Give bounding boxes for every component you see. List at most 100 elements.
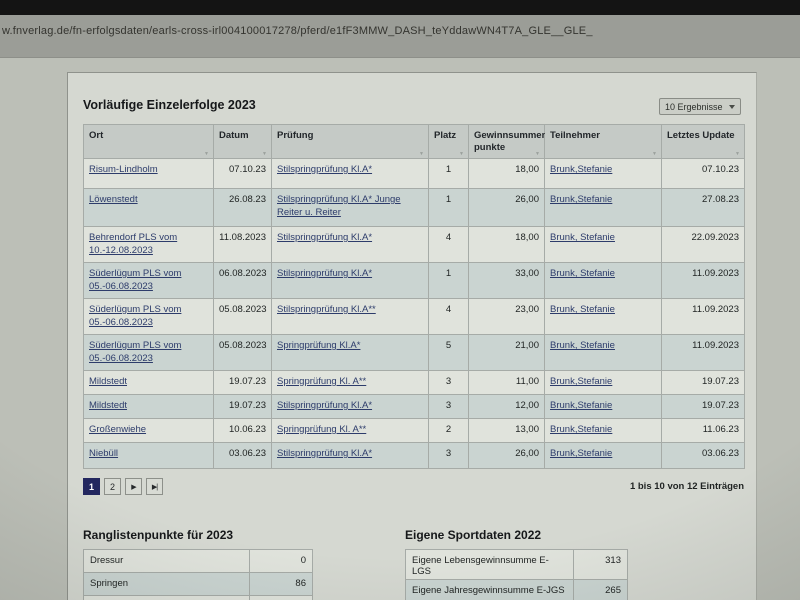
column-header-datum[interactable]: Datum ▼ xyxy=(213,124,272,159)
punkte-cell: 18,00 xyxy=(468,226,545,263)
sportdaten-value: 265 xyxy=(573,579,628,600)
update-cell: 07.10.23 xyxy=(661,158,745,189)
pruefung-link[interactable]: Stilspringprüfung Kl.A* xyxy=(277,164,373,175)
column-header-ort[interactable]: Ort ▼ xyxy=(83,124,214,159)
sort-icon: ▼ xyxy=(419,150,424,157)
pruefung-link[interactable]: Stilspringprüfung Kl.A* xyxy=(277,232,373,243)
next-page-button[interactable]: ▶ xyxy=(125,478,142,495)
punkte-cell: 26,00 xyxy=(468,188,545,227)
column-header-letztes-update[interactable]: Letztes Update ▼ xyxy=(661,124,745,159)
ort-link[interactable]: Mildstedt xyxy=(89,376,128,387)
ort-link[interactable]: Süderlügum PLS vom 05.-06.08.2023 xyxy=(89,340,182,364)
update-cell: 27.08.23 xyxy=(661,188,745,227)
pruefung-link[interactable]: Springprüfung Kl. A** xyxy=(277,424,367,435)
teilnehmer-link[interactable]: Brunk, Stefanie xyxy=(550,340,615,351)
table-row: Süderlügum PLS vom 05.-06.08.2023 06.08.… xyxy=(83,262,745,299)
punkte-cell: 18,00 xyxy=(468,158,545,189)
pruefung-link[interactable]: Springprüfung Kl.A* xyxy=(277,340,361,351)
sort-icon: ▼ xyxy=(535,150,540,157)
pruefung-link[interactable]: Stilspringprüfung Kl.A* Junge Reiter u. … xyxy=(277,194,401,218)
teilnehmer-link[interactable]: Brunk,Stefanie xyxy=(550,376,613,387)
ort-link[interactable]: Risum-Lindholm xyxy=(89,164,158,175)
content-panel: Vorläufige Einzelerfolge 2023 10 Ergebni… xyxy=(67,72,757,600)
url-text[interactable]: w.fnverlag.de/fn-erfolgsdaten/earls-cros… xyxy=(2,25,593,37)
punkte-cell: 11,00 xyxy=(468,370,545,395)
ort-link[interactable]: Behrendorf PLS vom 10.-12.08.2023 xyxy=(89,232,178,256)
datum-cell: 10.06.23 xyxy=(213,418,272,443)
pagination-info: 1 bis 10 von 12 Einträgen xyxy=(629,481,744,492)
table-row: Mildstedt 19.07.23 Stilspringprüfung Kl.… xyxy=(83,394,745,419)
page-1-button[interactable]: 1 xyxy=(83,478,100,495)
results-per-page-select[interactable]: 10 Ergebnisse xyxy=(659,98,741,115)
sort-icon: ▼ xyxy=(459,150,464,157)
update-cell: 11.09.2023 xyxy=(661,334,745,371)
table-row-partial xyxy=(83,595,313,600)
pruefung-link[interactable]: Springprüfung Kl. A** xyxy=(277,376,367,387)
sportdaten-label: Eigene Jahresgewinnsumme E-JGS xyxy=(405,579,574,600)
datum-cell: 05.08.2023 xyxy=(213,334,272,371)
rangliste-value: 0 xyxy=(249,549,313,573)
page-title: Vorläufige Einzelerfolge 2023 xyxy=(83,98,256,112)
column-header-platz[interactable]: Platz ▼ xyxy=(428,124,469,159)
teilnehmer-link[interactable]: Brunk,Stefanie xyxy=(550,400,613,411)
rangliste-value: 86 xyxy=(249,572,313,596)
sort-icon: ▼ xyxy=(652,150,657,157)
last-page-button[interactable]: ▶| xyxy=(146,478,163,495)
teilnehmer-link[interactable]: Brunk,Stefanie xyxy=(550,194,613,205)
ort-link[interactable]: Niebüll xyxy=(89,448,119,459)
platz-cell: 3 xyxy=(428,394,469,419)
column-header-pruefung[interactable]: Prüfung ▼ xyxy=(271,124,429,159)
update-cell: 19.07.23 xyxy=(661,370,745,395)
teilnehmer-link[interactable]: Brunk, Stefanie xyxy=(550,232,615,243)
update-cell: 11.06.23 xyxy=(661,418,745,443)
platz-cell: 2 xyxy=(428,418,469,443)
datum-cell: 19.07.23 xyxy=(213,370,272,395)
pruefung-link[interactable]: Stilspringprüfung Kl.A** xyxy=(277,304,376,315)
punkte-cell: 33,00 xyxy=(468,262,545,299)
sportdaten-title: Eigene Sportdaten 2022 xyxy=(405,528,542,542)
teilnehmer-link[interactable]: Brunk,Stefanie xyxy=(550,164,613,175)
ort-link[interactable]: Süderlügum PLS vom 05.-06.08.2023 xyxy=(89,304,182,328)
ort-link[interactable]: Süderlügum PLS vom 05.-06.08.2023 xyxy=(89,268,182,292)
datum-cell: 26.08.23 xyxy=(213,188,272,227)
table-row: Löwenstedt 26.08.23 Stilspringprüfung Kl… xyxy=(83,188,745,227)
punkte-cell: 21,00 xyxy=(468,334,545,371)
column-header-teilnehmer[interactable]: Teilnehmer ▼ xyxy=(544,124,662,159)
pruefung-link[interactable]: Stilspringprüfung Kl.A* xyxy=(277,268,373,279)
platz-cell: 3 xyxy=(428,370,469,395)
table-row: Risum-Lindholm 07.10.23 Stilspringprüfun… xyxy=(83,158,745,189)
teilnehmer-link[interactable]: Brunk,Stefanie xyxy=(550,424,613,435)
pruefung-link[interactable]: Stilspringprüfung Kl.A* xyxy=(277,448,373,459)
pruefung-link[interactable]: Stilspringprüfung Kl.A* xyxy=(277,400,373,411)
table-row: Süderlügum PLS vom 05.-06.08.2023 05.08.… xyxy=(83,298,745,335)
punkte-cell: 26,00 xyxy=(468,442,545,469)
datum-cell: 03.06.23 xyxy=(213,442,272,469)
platz-cell: 1 xyxy=(428,158,469,189)
update-cell: 03.06.23 xyxy=(661,442,745,469)
sort-icon: ▼ xyxy=(735,150,740,157)
next-page-icon: ▶ xyxy=(131,483,136,491)
ort-link[interactable]: Löwenstedt xyxy=(89,194,138,205)
datum-cell: 06.08.2023 xyxy=(213,262,272,299)
table-row: Süderlügum PLS vom 05.-06.08.2023 05.08.… xyxy=(83,334,745,371)
rangliste-label: Dressur xyxy=(83,549,250,573)
column-header-gewinnsummenpunkte[interactable]: Gewinnsummen-punkte ▼ xyxy=(468,124,551,159)
ort-link[interactable]: Großenwiehe xyxy=(89,424,147,435)
list-item: Dressur 0 xyxy=(83,549,313,573)
punkte-cell: 12,00 xyxy=(468,394,545,419)
page-2-button[interactable]: 2 xyxy=(104,478,121,495)
punkte-cell: 23,00 xyxy=(468,298,545,335)
results-table: Ort ▼ Datum ▼ Prüfung ▼ Platz ▼ Gewinnsummen… xyxy=(83,124,745,469)
teilnehmer-link[interactable]: Brunk, Stefanie xyxy=(550,304,615,315)
sort-icon: ▼ xyxy=(204,150,209,157)
datum-cell: 11.08.2023 xyxy=(213,226,272,263)
browser-address-bar[interactable]: w.fnverlag.de/fn-erfolgsdaten/earls-cros… xyxy=(0,15,800,58)
last-page-icon: ▶| xyxy=(151,483,158,491)
ranglisten-table: Dressur 0 Springen 86 xyxy=(83,549,313,600)
teilnehmer-link[interactable]: Brunk, Stefanie xyxy=(550,268,615,279)
ort-link[interactable]: Mildstedt xyxy=(89,400,128,411)
platz-cell: 1 xyxy=(428,188,469,227)
sportdaten-label: Eigene Lebensgewinnsumme E-LGS xyxy=(405,549,574,580)
teilnehmer-link[interactable]: Brunk,Stefanie xyxy=(550,448,613,459)
table-header-row: Ort ▼ Datum ▼ Prüfung ▼ Platz ▼ Gewinnsummen… xyxy=(83,124,745,159)
